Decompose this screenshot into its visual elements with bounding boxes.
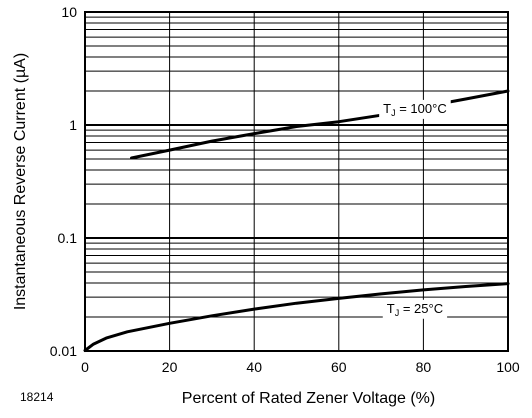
y-tick-label: 1	[69, 117, 77, 133]
grid-lines	[85, 12, 508, 351]
series-label-text: TJ = 100°C	[383, 101, 447, 118]
x-tick-label: 100	[496, 359, 520, 375]
x-tick-label: 20	[162, 359, 178, 375]
x-tick-label: 80	[416, 359, 432, 375]
series-label-text: TJ = 25°C	[387, 301, 443, 318]
series-label-background	[382, 299, 448, 319]
x-tick-label: 40	[246, 359, 262, 375]
x-axis-title: Percent of Rated Zener Voltage (%)	[182, 390, 435, 407]
figure-id: 18214	[20, 390, 54, 404]
y-axis-title: Instantaneous Reverse Current (µA)	[12, 53, 29, 310]
x-tick-label: 60	[331, 359, 347, 375]
y-tick-label: 10	[61, 4, 77, 20]
series-labels: TJ = 100°C TJ = 25°C	[379, 99, 451, 319]
series-label: TJ = 100°C	[379, 99, 451, 119]
series-label-background	[379, 99, 451, 119]
y-tick-label: 0.01	[50, 343, 77, 359]
plot-frame	[84, 11, 509, 352]
x-tick-label: 0	[81, 359, 89, 375]
y-tick-label: 0.1	[58, 230, 78, 246]
tick-labels: 0 20 40 60 80 100 0.01 0.1 1 10	[50, 4, 520, 375]
series-label: TJ = 25°C	[382, 299, 448, 319]
series-line	[83, 282, 510, 352]
